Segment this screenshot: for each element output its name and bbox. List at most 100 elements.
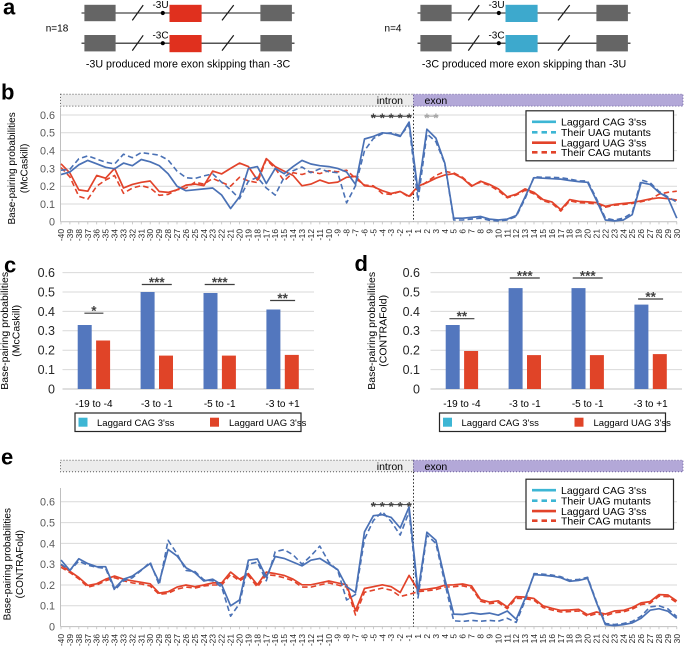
svg-text:(CONTRAFold): (CONTRAFold) bbox=[15, 530, 26, 598]
svg-text:-31: -31 bbox=[136, 634, 146, 646]
svg-text:0.2: 0.2 bbox=[40, 580, 55, 592]
svg-text:5: 5 bbox=[449, 229, 459, 234]
svg-text:-34: -34 bbox=[110, 634, 120, 646]
svg-text:15: 15 bbox=[538, 634, 548, 644]
svg-text:-36: -36 bbox=[92, 229, 102, 241]
svg-text:9: 9 bbox=[484, 634, 494, 639]
svg-text:*: * bbox=[371, 499, 377, 514]
svg-text:(McCaskill): (McCaskill) bbox=[20, 144, 31, 193]
svg-text:24: 24 bbox=[618, 229, 628, 239]
svg-text:10: 10 bbox=[493, 229, 503, 239]
svg-text:13: 13 bbox=[520, 634, 530, 644]
svg-text:-19 to -4: -19 to -4 bbox=[443, 399, 481, 410]
svg-text:0.2: 0.2 bbox=[38, 344, 55, 358]
svg-text:-15: -15 bbox=[279, 229, 289, 241]
svg-text:19: 19 bbox=[574, 634, 584, 644]
svg-text:9: 9 bbox=[484, 229, 494, 234]
svg-text:-19 to -4: -19 to -4 bbox=[75, 399, 113, 410]
svg-text:0.5: 0.5 bbox=[40, 128, 55, 140]
svg-text:12: 12 bbox=[511, 229, 521, 239]
svg-text:26: 26 bbox=[636, 229, 646, 239]
svg-text:**: ** bbox=[645, 290, 656, 305]
svg-text:-4: -4 bbox=[377, 229, 387, 237]
svg-text:-40: -40 bbox=[56, 634, 66, 646]
svg-text:*: * bbox=[91, 304, 97, 319]
svg-text:-3C: -3C bbox=[488, 30, 504, 41]
svg-text:*: * bbox=[398, 499, 404, 514]
svg-text:-25: -25 bbox=[190, 229, 200, 241]
svg-text:19: 19 bbox=[574, 229, 584, 239]
svg-text:15: 15 bbox=[538, 229, 548, 239]
svg-text:Base-pairing probabilities: Base-pairing probabilities bbox=[3, 508, 14, 620]
svg-text:17: 17 bbox=[556, 229, 566, 239]
svg-text:-3: -3 bbox=[386, 229, 396, 237]
svg-text:20: 20 bbox=[583, 634, 593, 644]
svg-text:-3: -3 bbox=[386, 634, 396, 642]
svg-text:-8: -8 bbox=[342, 634, 352, 642]
svg-text:25: 25 bbox=[627, 634, 637, 644]
svg-text:22: 22 bbox=[600, 634, 610, 644]
svg-text:-5 to -1: -5 to -1 bbox=[572, 399, 604, 410]
svg-text:-36: -36 bbox=[92, 634, 102, 646]
svg-text:Base-pairing probabilities: Base-pairing probabilities bbox=[0, 272, 11, 390]
svg-text:21: 21 bbox=[592, 634, 602, 644]
svg-text:-11: -11 bbox=[315, 634, 325, 646]
svg-text:*: * bbox=[380, 499, 386, 514]
svg-text:-15: -15 bbox=[279, 634, 289, 646]
svg-text:-7: -7 bbox=[351, 634, 361, 642]
svg-text:*: * bbox=[424, 111, 430, 126]
svg-text:-13: -13 bbox=[297, 634, 307, 646]
svg-text:-3U: -3U bbox=[152, 0, 168, 11]
svg-text:28: 28 bbox=[654, 634, 664, 644]
svg-text:-23: -23 bbox=[208, 229, 218, 241]
svg-text:0.4: 0.4 bbox=[40, 538, 55, 550]
svg-text:Laggard CAG 3'ss: Laggard CAG 3'ss bbox=[561, 485, 646, 497]
svg-text:n=4: n=4 bbox=[385, 24, 402, 35]
svg-text:16: 16 bbox=[547, 229, 557, 239]
svg-text:*: * bbox=[389, 499, 395, 514]
svg-text:-1: -1 bbox=[404, 634, 414, 642]
svg-text:-5 to -1: -5 to -1 bbox=[204, 399, 236, 410]
svg-text:-10: -10 bbox=[324, 634, 334, 646]
svg-text:*: * bbox=[389, 111, 395, 126]
svg-text:a: a bbox=[3, 0, 16, 20]
svg-text:-17: -17 bbox=[261, 634, 271, 646]
svg-text:intron: intron bbox=[377, 461, 403, 473]
svg-text:23: 23 bbox=[609, 229, 619, 239]
svg-text:***: *** bbox=[212, 275, 229, 290]
svg-text:exon: exon bbox=[425, 461, 448, 473]
svg-text:30: 30 bbox=[672, 229, 682, 239]
svg-text:0.1: 0.1 bbox=[403, 363, 420, 377]
svg-text:-34: -34 bbox=[110, 229, 120, 241]
svg-text:-9: -9 bbox=[333, 229, 343, 237]
svg-text:0.4: 0.4 bbox=[403, 305, 420, 319]
svg-text:17: 17 bbox=[556, 634, 566, 644]
svg-text:5: 5 bbox=[449, 634, 459, 639]
svg-text:Laggard UAG 3'ss: Laggard UAG 3'ss bbox=[561, 138, 646, 150]
svg-text:0.5: 0.5 bbox=[403, 285, 420, 299]
svg-text:-3 to -1: -3 to -1 bbox=[509, 399, 541, 410]
svg-text:0.5: 0.5 bbox=[38, 285, 55, 299]
svg-text:Base-pairing probabilities: Base-pairing probabilities bbox=[366, 272, 378, 390]
svg-text:-39: -39 bbox=[65, 634, 75, 646]
svg-text:2: 2 bbox=[422, 634, 432, 639]
svg-text:7: 7 bbox=[467, 229, 477, 234]
svg-text:-24: -24 bbox=[199, 229, 209, 241]
svg-text:18: 18 bbox=[565, 634, 575, 644]
svg-text:-2: -2 bbox=[395, 229, 405, 237]
svg-text:1: 1 bbox=[413, 229, 423, 234]
svg-text:-37: -37 bbox=[83, 229, 93, 241]
svg-text:0.4: 0.4 bbox=[40, 146, 55, 158]
svg-text:-32: -32 bbox=[127, 229, 137, 241]
svg-text:-33: -33 bbox=[119, 229, 129, 241]
svg-text:-25: -25 bbox=[190, 634, 200, 646]
svg-text:-3U: -3U bbox=[488, 0, 504, 11]
svg-text:2: 2 bbox=[422, 229, 432, 234]
svg-text:-21: -21 bbox=[226, 634, 236, 646]
svg-text:-14: -14 bbox=[288, 634, 298, 646]
svg-text:-1: -1 bbox=[404, 229, 414, 237]
svg-text:0.6: 0.6 bbox=[40, 110, 55, 122]
svg-text:-22: -22 bbox=[217, 634, 227, 646]
svg-text:0.5: 0.5 bbox=[40, 518, 55, 530]
svg-text:Laggard CAG 3'ss: Laggard CAG 3'ss bbox=[97, 418, 175, 429]
